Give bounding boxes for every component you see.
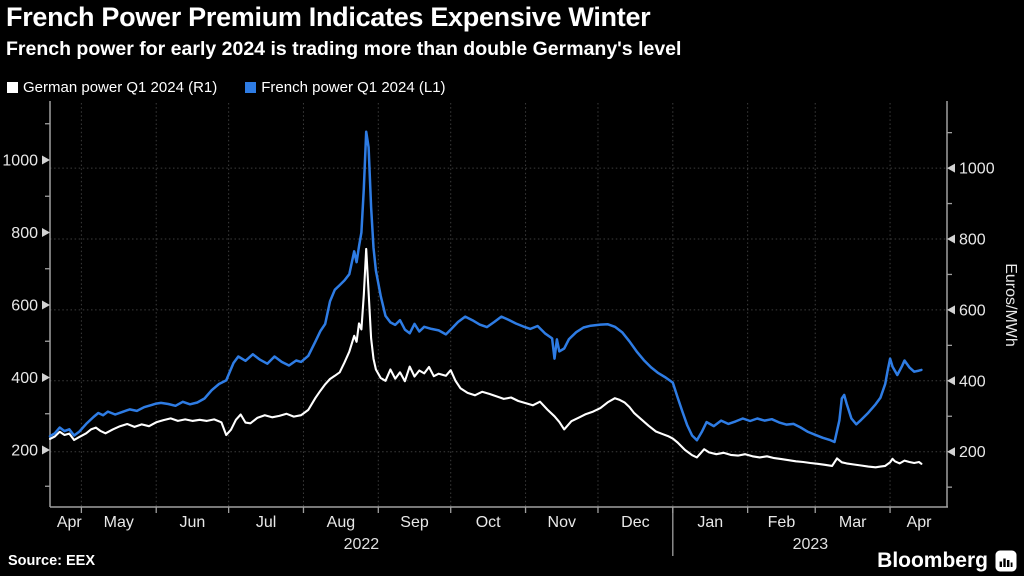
left-axis-tick (42, 228, 50, 237)
chart-legend: German power Q1 2024 (R1) French power Q… (7, 79, 446, 96)
month-label: Jan (697, 514, 723, 531)
month-label: Nov (548, 514, 576, 531)
month-label: Jun (180, 514, 206, 531)
month-label: Feb (768, 514, 796, 531)
left-axis-tick-label: 200 (11, 443, 38, 460)
bloomberg-wordmark: Bloomberg (877, 549, 988, 572)
left-axis-tick (42, 155, 50, 165)
bloomberg-logo: Bloomberg (877, 549, 1017, 573)
year-label: 2023 (793, 536, 829, 553)
left-axis-tick (42, 373, 50, 382)
left-axis-tick (42, 300, 50, 310)
right-axis-tick (947, 163, 955, 173)
year-label: 2022 (344, 536, 380, 553)
bloomberg-terminal-icon (995, 550, 1017, 572)
right-axis-tick-label: 600 (959, 302, 986, 319)
legend-label-french: French power Q1 2024 (L1) (261, 79, 446, 96)
month-label: Dec (621, 514, 649, 531)
german-series-swatch (7, 82, 18, 93)
left-axis-tick-label: 600 (11, 298, 38, 315)
legend-item-german: German power Q1 2024 (R1) (7, 79, 217, 96)
french-power-line (48, 130, 923, 444)
right-axis-tick (947, 234, 955, 244)
right-axis-tick (947, 305, 955, 315)
right-axis-tick-label: 200 (959, 444, 986, 461)
left-axis-tick-label: 1000 (2, 153, 38, 170)
chart-footer: Source: EEX Bloomberg (8, 549, 1017, 573)
french-series-swatch (245, 82, 257, 93)
month-label: Apr (57, 514, 83, 531)
source-note: Source: EEX (8, 553, 96, 569)
month-label: Sep (400, 514, 429, 531)
right-axis-tick (947, 447, 955, 457)
right-axis-tick-label: 800 (959, 232, 986, 249)
left-axis-tick-label: 400 (11, 370, 38, 387)
legend-item-french: French power Q1 2024 (L1) (245, 79, 446, 96)
right-axis-tick-label: 1000 (959, 161, 995, 178)
legend-label-german: German power Q1 2024 (R1) (23, 79, 218, 96)
page-title: French Power Premium Indicates Expensive… (6, 2, 651, 32)
month-label: May (104, 514, 134, 531)
german-power-line (48, 247, 923, 469)
left-axis-tick-label: 800 (11, 225, 38, 242)
right-axis-title: Euros/MWh (1002, 263, 1019, 347)
right-axis-tick-label: 400 (959, 373, 986, 390)
month-label: Oct (476, 514, 501, 531)
page-subtitle: French power for early 2024 is trading m… (6, 38, 682, 60)
left-axis-tick (42, 445, 50, 455)
month-label: Mar (839, 514, 867, 531)
month-label: Aug (327, 514, 355, 531)
month-label: Jul (256, 514, 276, 531)
right-axis-tick (947, 376, 955, 386)
month-label: Apr (907, 514, 933, 531)
